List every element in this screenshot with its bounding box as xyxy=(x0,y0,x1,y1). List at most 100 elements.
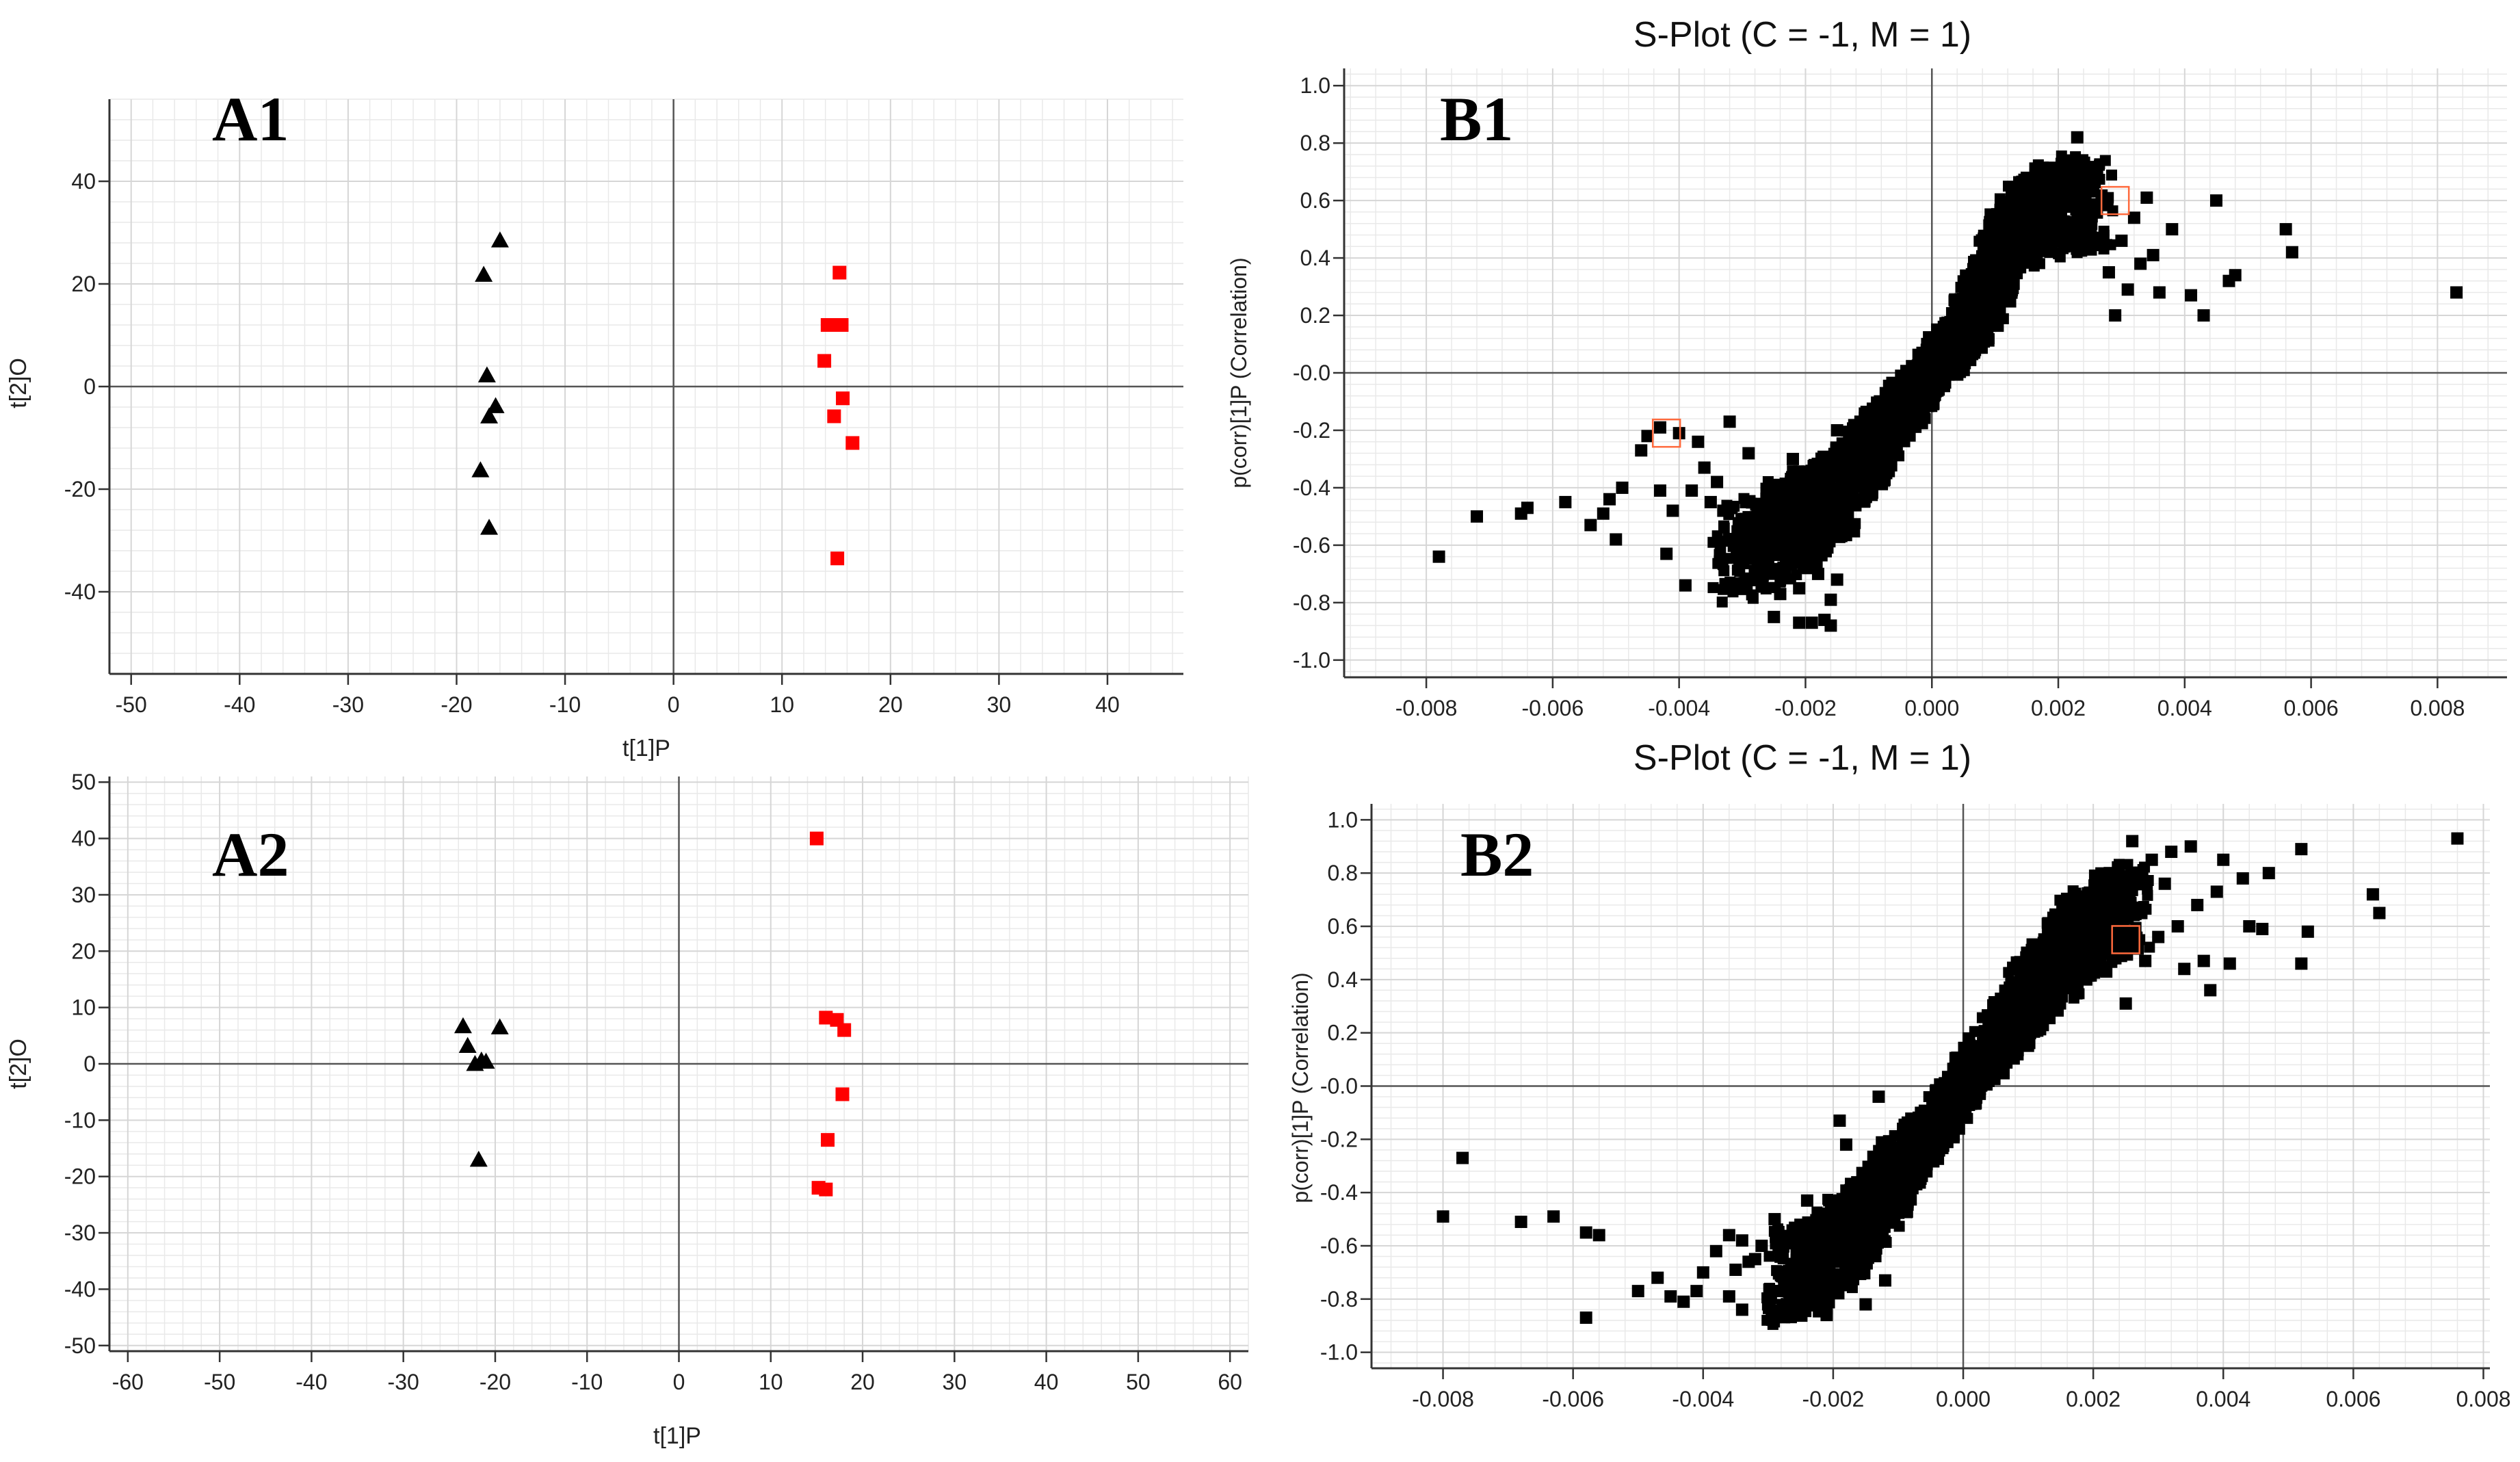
b1-point xyxy=(1805,616,1818,629)
b1-point-cloud xyxy=(1750,499,1761,511)
a2-point-square xyxy=(835,1087,850,1101)
a2-point-square xyxy=(819,1010,833,1025)
b1-point-cloud xyxy=(1826,484,1838,496)
b1-point-cloud xyxy=(1791,569,1802,581)
b1-point-cloud xyxy=(2086,226,2097,237)
b1-point xyxy=(1830,573,1843,586)
b1-point-cloud xyxy=(1984,219,1995,231)
b1-point-cloud xyxy=(1842,470,1854,482)
b1-point-cloud xyxy=(1982,244,1994,256)
b1-point-cloud xyxy=(1880,408,1891,419)
b2-y-tick-label: -0.0 xyxy=(1320,1074,1358,1099)
b1-point-cloud xyxy=(1823,514,1835,525)
a1-x-tick-label: 0 xyxy=(668,692,680,717)
b1-point xyxy=(1660,547,1673,560)
b1-point-cloud xyxy=(2045,168,2057,180)
b1-point xyxy=(1748,547,1761,560)
b1-point xyxy=(1432,550,1445,563)
b1-point xyxy=(1786,452,1799,465)
b1-point-cloud xyxy=(1737,550,1749,562)
a2-point-square xyxy=(821,1133,835,1147)
a1-y-axis-label: t[2]O xyxy=(5,358,31,408)
b1-point-cloud xyxy=(2086,237,2098,249)
b1-point-cloud xyxy=(1921,371,1933,382)
b1-point-cloud xyxy=(1981,315,1993,326)
b1-y-tick-label: -1.0 xyxy=(1293,648,1330,673)
a2-y-tick-label: 10 xyxy=(71,995,96,1020)
a1-point-square xyxy=(845,436,860,450)
b1-point xyxy=(1717,504,1730,517)
b1-point-cloud xyxy=(2035,232,2047,244)
b1-grid xyxy=(1344,68,2507,677)
a2-x-tick-label: 60 xyxy=(1218,1370,1242,1394)
a2-point-triangle xyxy=(458,1036,477,1054)
b1-point-cloud xyxy=(1774,504,1785,516)
b1-point-cloud xyxy=(1984,257,1996,268)
b1-point-cloud xyxy=(1959,295,1971,306)
b1-point-cloud xyxy=(1742,580,1753,592)
b1-point-cloud xyxy=(2069,198,2080,209)
b1-point xyxy=(2197,309,2210,322)
a1-point-square xyxy=(817,354,832,368)
b1-point xyxy=(1597,507,1610,520)
b1-point-cloud xyxy=(1955,281,1967,293)
b1-point xyxy=(2279,223,2292,236)
b1-point-cloud xyxy=(2032,250,2043,262)
b1-point-cloud xyxy=(2017,201,2028,213)
b1-point-cloud xyxy=(1998,254,2010,266)
a2-y-tick-label: -30 xyxy=(64,1220,96,1245)
b1-point-cloud xyxy=(2071,224,2082,235)
b1-point-cloud xyxy=(1891,407,1902,419)
a2-x-tick-label: -20 xyxy=(480,1370,511,1394)
a1-x-tick-label: 20 xyxy=(878,692,903,717)
b1-point-cloud xyxy=(2016,242,2027,254)
a2-point-square xyxy=(809,831,824,846)
b1-point xyxy=(1641,430,1654,443)
a2-point-square xyxy=(837,1023,852,1037)
a1-x-tick-label: -50 xyxy=(116,692,147,717)
b1-point-cloud xyxy=(1932,361,1943,372)
b1-point-cloud xyxy=(1721,536,1733,547)
b1-y-tick-label: 0.4 xyxy=(1300,246,1330,270)
b2-marks xyxy=(1436,832,2464,1330)
b1-highlight-box xyxy=(2100,185,2130,216)
b1-point xyxy=(2121,283,2134,296)
b1-point-cloud xyxy=(1973,339,1984,350)
b1-x-tick-label: -0.008 xyxy=(1395,696,1458,720)
a2-x-tick-label: -50 xyxy=(204,1370,235,1394)
b1-point-cloud xyxy=(2051,216,2063,228)
b1-x-tick-label: 0.004 xyxy=(2157,696,2212,720)
b1-point-cloud xyxy=(1920,352,1932,363)
a1-y-tick-label: 40 xyxy=(71,169,96,194)
b2-point-cloud xyxy=(1859,1268,1871,1280)
a2-x-tick-label: 30 xyxy=(943,1370,967,1394)
b1-y-tick-label: 0.2 xyxy=(1300,303,1330,328)
b1-point-cloud xyxy=(1804,544,1816,556)
b1-point-cloud xyxy=(2002,181,2014,192)
b1-point xyxy=(2102,266,2115,279)
b2-y-tick-label: 0.6 xyxy=(1328,914,1358,939)
b1-point-cloud xyxy=(1993,321,2004,332)
b2-x-tick-label: 0.004 xyxy=(2196,1387,2250,1411)
b1-point xyxy=(1774,588,1787,601)
b1-x-tick-label: -0.006 xyxy=(1522,696,1584,720)
b1-point-cloud xyxy=(1784,530,1796,542)
b2-x-tick-label: -0.006 xyxy=(1542,1387,1604,1411)
a1-point-triangle xyxy=(475,265,493,282)
a2-point-triangle xyxy=(490,1018,509,1034)
b1-point xyxy=(1761,490,1774,503)
b1-point xyxy=(1603,493,1616,506)
b1-point-cloud xyxy=(1941,316,1953,328)
b1-x-tick-label: -0.002 xyxy=(1774,696,1837,720)
b2-x-tick-label: 0.006 xyxy=(2326,1387,2380,1411)
b1-point-cloud xyxy=(1733,560,1744,572)
b1-point-cloud xyxy=(2006,217,2017,229)
panel-b1: -0.008 -0.006 -0.004 -0.002 0.000 0.002 0.004 0… xyxy=(1226,15,2507,720)
b1-point-cloud xyxy=(1879,458,1891,470)
b1-x-tick-label: -0.004 xyxy=(1648,696,1710,720)
a2-point-square xyxy=(819,1182,833,1197)
b1-x-tick-label: 0.008 xyxy=(2410,696,2465,720)
b1-point-cloud xyxy=(1707,536,1719,548)
b1-point-cloud xyxy=(1995,282,2006,293)
